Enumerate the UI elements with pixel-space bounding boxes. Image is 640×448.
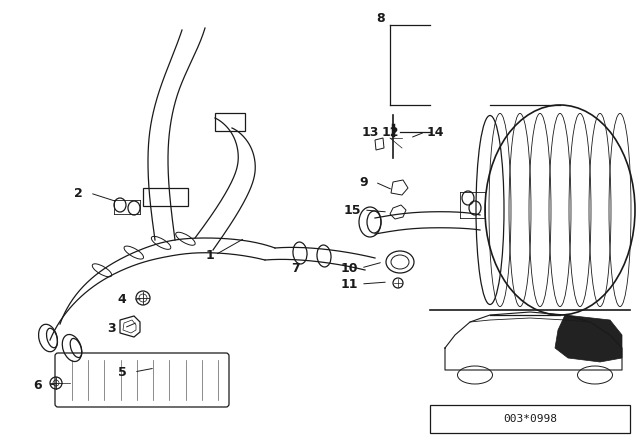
Text: 8: 8 [377, 12, 385, 25]
Text: 3: 3 [108, 322, 116, 335]
Text: 15: 15 [343, 203, 361, 216]
Text: 6: 6 [34, 379, 42, 392]
Text: 14: 14 [426, 125, 444, 138]
Text: 13: 13 [362, 125, 379, 138]
Text: 5: 5 [118, 366, 126, 379]
Text: 1: 1 [205, 249, 214, 262]
Polygon shape [555, 315, 622, 362]
Text: 4: 4 [118, 293, 126, 306]
Text: 9: 9 [360, 176, 368, 189]
Text: 2: 2 [74, 186, 83, 199]
Text: 12: 12 [381, 125, 399, 138]
Text: 7: 7 [292, 262, 300, 275]
Text: 003*0998: 003*0998 [503, 414, 557, 424]
Text: 11: 11 [340, 277, 358, 290]
Text: 10: 10 [340, 262, 358, 275]
